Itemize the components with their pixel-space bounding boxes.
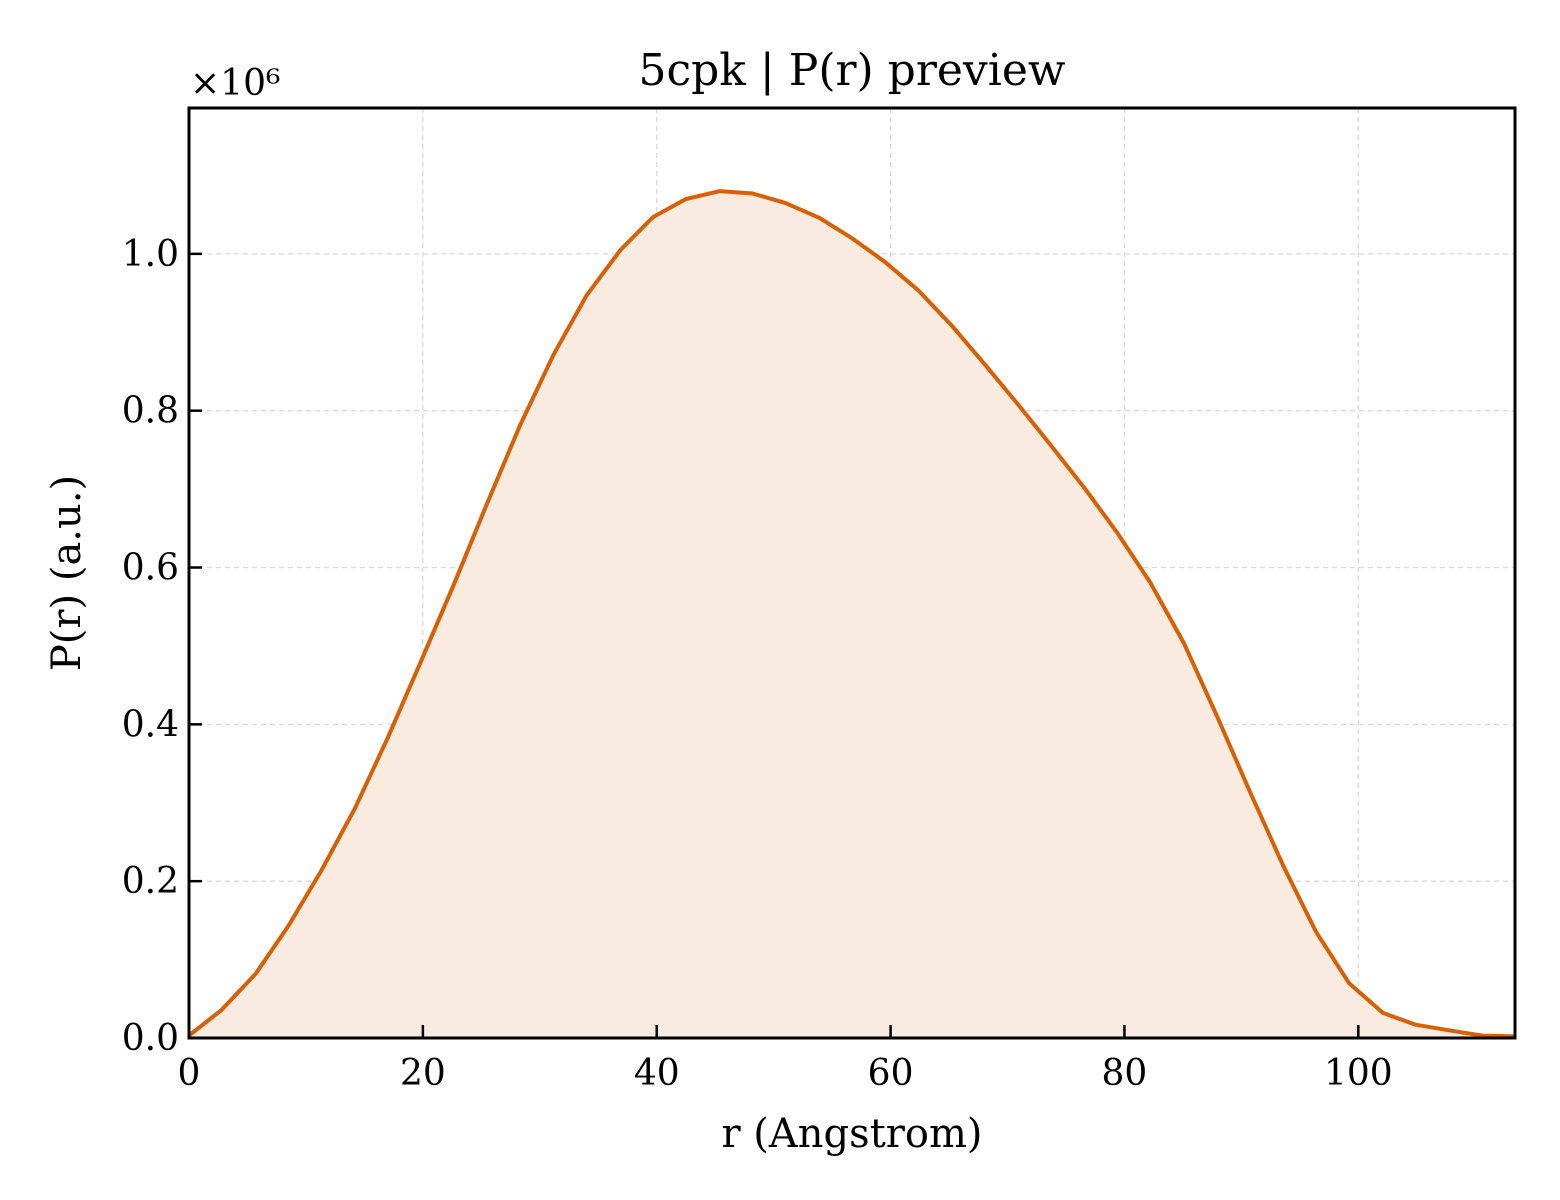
x-tick-label-4: 80 bbox=[1102, 1053, 1148, 1094]
x-tick-label-1: 20 bbox=[400, 1053, 446, 1094]
y-tick-label-5: 1.0 bbox=[122, 234, 179, 275]
y-tick-label-1: 0.2 bbox=[122, 861, 179, 902]
x-tick-label-0: 0 bbox=[178, 1053, 201, 1094]
x-tick-label-2: 40 bbox=[634, 1053, 680, 1094]
chart-title: 5cpk | P(r) preview bbox=[638, 45, 1065, 96]
y-offset-label: ×10⁶ bbox=[190, 63, 280, 104]
pr-area-fill bbox=[189, 191, 1515, 1039]
pr-curve bbox=[187, 189, 1516, 1039]
x-axis-label: r (Angstrom) bbox=[721, 1111, 982, 1157]
plot-frame bbox=[187, 106, 1517, 1040]
x-tick-label-3: 60 bbox=[868, 1053, 914, 1094]
y-axis-label: P(r) (a.u.) bbox=[44, 475, 90, 671]
x-tick-label-5: 100 bbox=[1324, 1053, 1393, 1094]
y-tick-label-4: 0.8 bbox=[122, 391, 179, 432]
y-tick-label-0: 0.0 bbox=[122, 1018, 179, 1059]
y-tick-label-3: 0.6 bbox=[122, 548, 179, 589]
x-axis-ticks: 0 20 40 60 80 100 bbox=[178, 1025, 1393, 1094]
y-tick-label-2: 0.4 bbox=[122, 704, 179, 745]
y-axis-ticks: 0.0 0.2 0.4 0.6 0.8 1.0 bbox=[122, 234, 202, 1059]
